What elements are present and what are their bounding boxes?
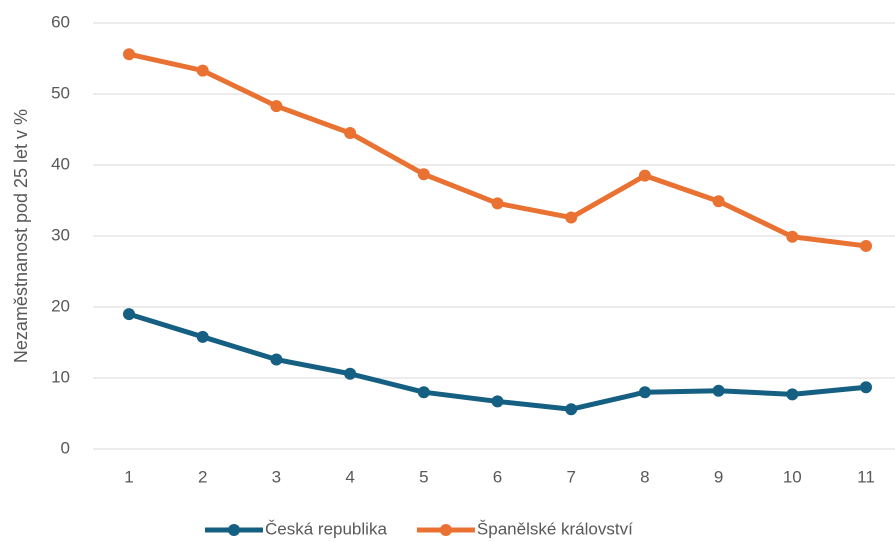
legend-marker bbox=[439, 524, 452, 536]
data-point bbox=[786, 388, 799, 401]
legend-label: Česká republika bbox=[265, 519, 387, 538]
data-point bbox=[491, 197, 504, 210]
x-tick-label: 7 bbox=[566, 467, 575, 486]
y-tick-label: 50 bbox=[51, 83, 70, 102]
data-point bbox=[712, 384, 725, 397]
legend-label: Španělské království bbox=[477, 519, 633, 538]
data-point bbox=[491, 395, 504, 408]
y-tick-label: 40 bbox=[51, 154, 70, 173]
y-axis-label: Nezaměstnanost pod 25 let v % bbox=[11, 109, 31, 363]
data-point bbox=[417, 168, 430, 181]
data-point bbox=[196, 64, 209, 77]
series-line bbox=[128, 51, 867, 249]
data-point bbox=[123, 308, 135, 321]
legend-marker bbox=[228, 524, 240, 536]
data-point bbox=[123, 48, 135, 61]
y-tick-label: 10 bbox=[51, 367, 70, 386]
data-point bbox=[344, 367, 357, 380]
x-tick-label: 5 bbox=[419, 467, 428, 486]
x-tick-label: 1 bbox=[124, 467, 133, 486]
data-point bbox=[270, 353, 283, 366]
data-point bbox=[638, 169, 651, 182]
series-line bbox=[128, 311, 867, 412]
data-point bbox=[270, 100, 283, 113]
x-tick-label: 2 bbox=[198, 467, 207, 486]
y-tick-label: 0 bbox=[61, 438, 70, 457]
y-tick-label: 30 bbox=[51, 225, 70, 244]
x-tick-label: 3 bbox=[272, 467, 281, 486]
y-tick-label: 20 bbox=[51, 296, 70, 315]
legend-item: Španělské království bbox=[416, 519, 633, 538]
data-point bbox=[712, 195, 725, 208]
x-tick-label: 6 bbox=[493, 467, 502, 486]
x-tick-label: 11 bbox=[857, 467, 875, 486]
data-point bbox=[344, 127, 357, 140]
data-point bbox=[196, 330, 209, 343]
legend-item: Česká republika bbox=[205, 519, 387, 538]
data-point bbox=[638, 386, 651, 399]
data-point bbox=[565, 403, 578, 416]
data-point bbox=[786, 230, 799, 243]
data-point bbox=[860, 381, 872, 394]
x-tick-label: 10 bbox=[783, 467, 802, 486]
x-tick-label: 4 bbox=[345, 467, 354, 486]
data-point bbox=[860, 239, 872, 252]
data-point bbox=[417, 386, 430, 399]
data-point bbox=[565, 211, 578, 224]
x-tick-label: 9 bbox=[714, 467, 723, 486]
x-tick-label: 8 bbox=[640, 467, 649, 486]
y-tick-label: 60 bbox=[51, 12, 70, 31]
